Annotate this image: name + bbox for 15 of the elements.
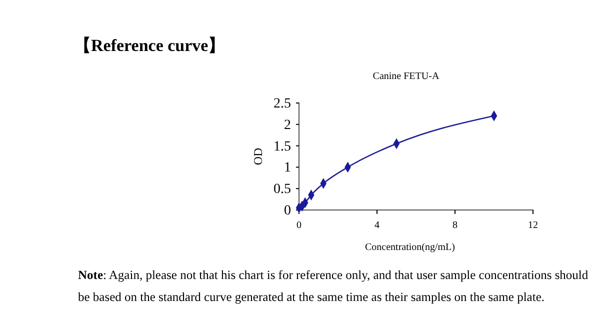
y-tick-label: 1.5 <box>274 139 291 154</box>
y-tick-label: 0 <box>284 203 291 218</box>
y-axis-title: OD <box>251 148 265 166</box>
x-axis-title: Concentration(ng/mL) <box>365 242 455 253</box>
text: Note: Again, please not that his chart is for reference only, and that user sample concentrations should be based on the standard curve generated at the same time as their samples on the same plate. <box>78 268 588 304</box>
x-tick-label: 8 <box>452 220 458 231</box>
y-tick-label: 0.5 <box>274 182 291 198</box>
chart-subtitle: Canine FETU-A <box>372 71 440 82</box>
text: 【Reference curve】 <box>74 35 226 57</box>
x-tick-label: 0 <box>296 220 302 231</box>
y-tick-label: 2.5 <box>274 96 291 112</box>
x-tick-label: 12 <box>528 220 538 231</box>
y-tick-label: 1 <box>284 160 291 176</box>
y-tick-label: 2 <box>284 118 291 133</box>
x-tick-label: 4 <box>374 220 380 231</box>
